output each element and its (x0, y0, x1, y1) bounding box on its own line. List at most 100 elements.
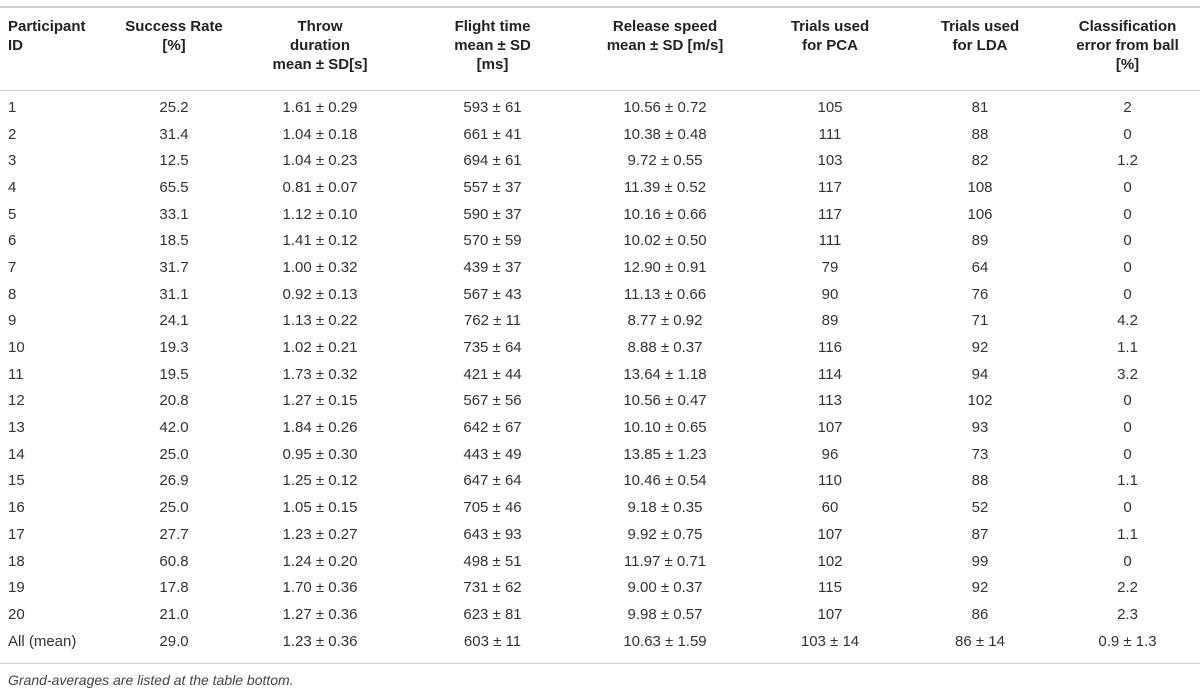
table-cell: 13 (8, 419, 25, 437)
table-cell: 111 (818, 125, 842, 143)
table-cell: 96 (821, 445, 839, 463)
table-cell: 0 (1123, 285, 1132, 303)
table-cell: 52 (971, 499, 989, 517)
table-cell: 103 ± 14 (800, 632, 860, 650)
table-cell: 10.10 ± 0.65 (623, 419, 707, 437)
table-cell: 103 (817, 152, 843, 170)
table-cell: 19 (8, 579, 25, 597)
table-row: 1 25.2 1.61 ± 0.29 593 ± 61 10.56 ± 0.72 105 8… (0, 90, 1200, 121)
table-cell: 111 (818, 232, 842, 250)
table-cell: 71 (971, 312, 989, 330)
table-cell: 99 (971, 552, 989, 570)
column-header-line: mean ± SD (454, 37, 531, 54)
table-cell: 647 ± 64 (463, 472, 522, 490)
table-cell: 1.2 (1117, 152, 1138, 170)
table-cell: 17.8 (159, 579, 189, 597)
table-cell: 16 (8, 499, 25, 517)
table-cell: 1.02 ± 0.21 (282, 339, 358, 357)
table-cell: 735 ± 64 (463, 339, 522, 357)
table-cell: 0 (1123, 258, 1132, 276)
table-cell: 0 (1123, 232, 1132, 250)
table-cell: 9 (8, 312, 17, 330)
table-cell: 1.84 ± 0.26 (282, 419, 358, 437)
table-cell: 0.95 ± 0.30 (282, 445, 358, 463)
table-cell: 9.18 ± 0.35 (627, 499, 703, 517)
table-cell: 65.5 (159, 178, 189, 196)
table-cell: 1.1 (1117, 525, 1138, 543)
column-header-line: Trials used (790, 18, 870, 35)
table-cell: 590 ± 37 (463, 205, 522, 223)
table-cell: 20.8 (159, 392, 189, 410)
table-cell: 0 (1123, 392, 1132, 410)
table-cell: 705 ± 46 (463, 499, 522, 517)
table-cell: 570 ± 59 (463, 232, 522, 250)
table-row: 18 60.8 1.24 ± 0.20 498 ± 51 11.97 ± 0.71 102… (0, 548, 1200, 575)
table-cell: 31.1 (159, 285, 189, 303)
table-cell: 90 (821, 285, 839, 303)
table-cell: 89 (971, 232, 989, 250)
table-cell: 11.13 ± 0.66 (623, 285, 707, 303)
table-cell: 108 (967, 178, 993, 196)
column-header-line: mean ± SD [m/s] (606, 37, 724, 54)
table-cell: 0.92 ± 0.13 (282, 285, 358, 303)
table-cell: 498 ± 51 (463, 552, 522, 570)
table-cell: 661 ± 41 (463, 125, 522, 143)
table-cell: 116 (818, 339, 842, 357)
table-cell: 1.12 ± 0.10 (282, 205, 358, 223)
table-cell: 82 (971, 152, 989, 170)
table-cell: 114 (818, 365, 842, 383)
table-cell: 21.0 (159, 605, 189, 623)
column-header: Trials used for LDA (905, 12, 1055, 90)
table-cell: 10.38 ± 0.48 (623, 125, 707, 143)
table-cell: 106 (967, 205, 993, 223)
table-cell: 31.7 (159, 258, 189, 276)
column-header-line: duration (290, 37, 350, 54)
column-header-line: ID (8, 37, 23, 54)
data-table: Participant ID Success Rate [%] Throw duratio… (0, 12, 1200, 654)
table-cell: 9.72 ± 0.55 (627, 152, 703, 170)
table-cell: 0 (1123, 205, 1132, 223)
header-rule (0, 90, 1200, 91)
table-cell: 31.4 (159, 125, 189, 143)
table-cell: 439 ± 37 (463, 258, 522, 276)
table-cell: 1 (8, 98, 17, 116)
table-cell: 107 (817, 419, 843, 437)
table-row: 14 25.0 0.95 ± 0.30 443 ± 49 13.85 ± 1.23 96 7… (0, 441, 1200, 468)
table-cell: 19.5 (159, 365, 189, 383)
column-header-line: mean ± SD[s] (272, 56, 368, 73)
table-cell: 6 (8, 232, 17, 250)
table-cell: 18 (8, 552, 25, 570)
table-cell: 2.2 (1117, 579, 1138, 597)
table-cell: 117 (818, 178, 842, 196)
column-header: Release speed mean ± SD [m/s] (575, 12, 755, 90)
top-rule (0, 6, 1200, 8)
table-cell: 0 (1123, 125, 1132, 143)
table-cell: 1.73 ± 0.32 (282, 365, 358, 383)
column-header: Flight time mean ± SD [ms] (410, 12, 575, 90)
column-header-line: [ms] (476, 56, 509, 73)
table-cell: 3.2 (1117, 365, 1138, 383)
table-cell: 17 (8, 525, 25, 543)
table-cell: 102 (817, 552, 843, 570)
table-cell: 5 (8, 205, 17, 223)
table-cell: 0 (1123, 419, 1132, 437)
table-cell: 1.27 ± 0.15 (282, 392, 358, 410)
table-cell: 9.92 ± 0.75 (627, 525, 703, 543)
table-cell: 10.16 ± 0.66 (623, 205, 707, 223)
table-cell: 1.1 (1117, 472, 1138, 490)
column-header-line: [%] (1115, 56, 1140, 73)
column-header-line: Trials used (940, 18, 1020, 35)
table-cell: 1.61 ± 0.29 (282, 98, 358, 116)
table-cell: 603 ± 11 (463, 632, 522, 650)
table-cell: 13.64 ± 1.18 (623, 365, 707, 383)
table-cell: 64 (971, 258, 989, 276)
table-row: 3 12.5 1.04 ± 0.23 694 ± 61 9.72 ± 0.55 103 82… (0, 147, 1200, 174)
table-cell: 1.41 ± 0.12 (282, 232, 358, 250)
table-cell: 86 ± 14 (955, 632, 1005, 650)
table-cell: 1.27 ± 0.36 (282, 605, 358, 623)
table-cell: 29.0 (159, 632, 189, 650)
column-header-line: Classification (1078, 18, 1177, 35)
table-cell: 81 (971, 98, 989, 116)
table-cell: 10.56 ± 0.47 (623, 392, 707, 410)
